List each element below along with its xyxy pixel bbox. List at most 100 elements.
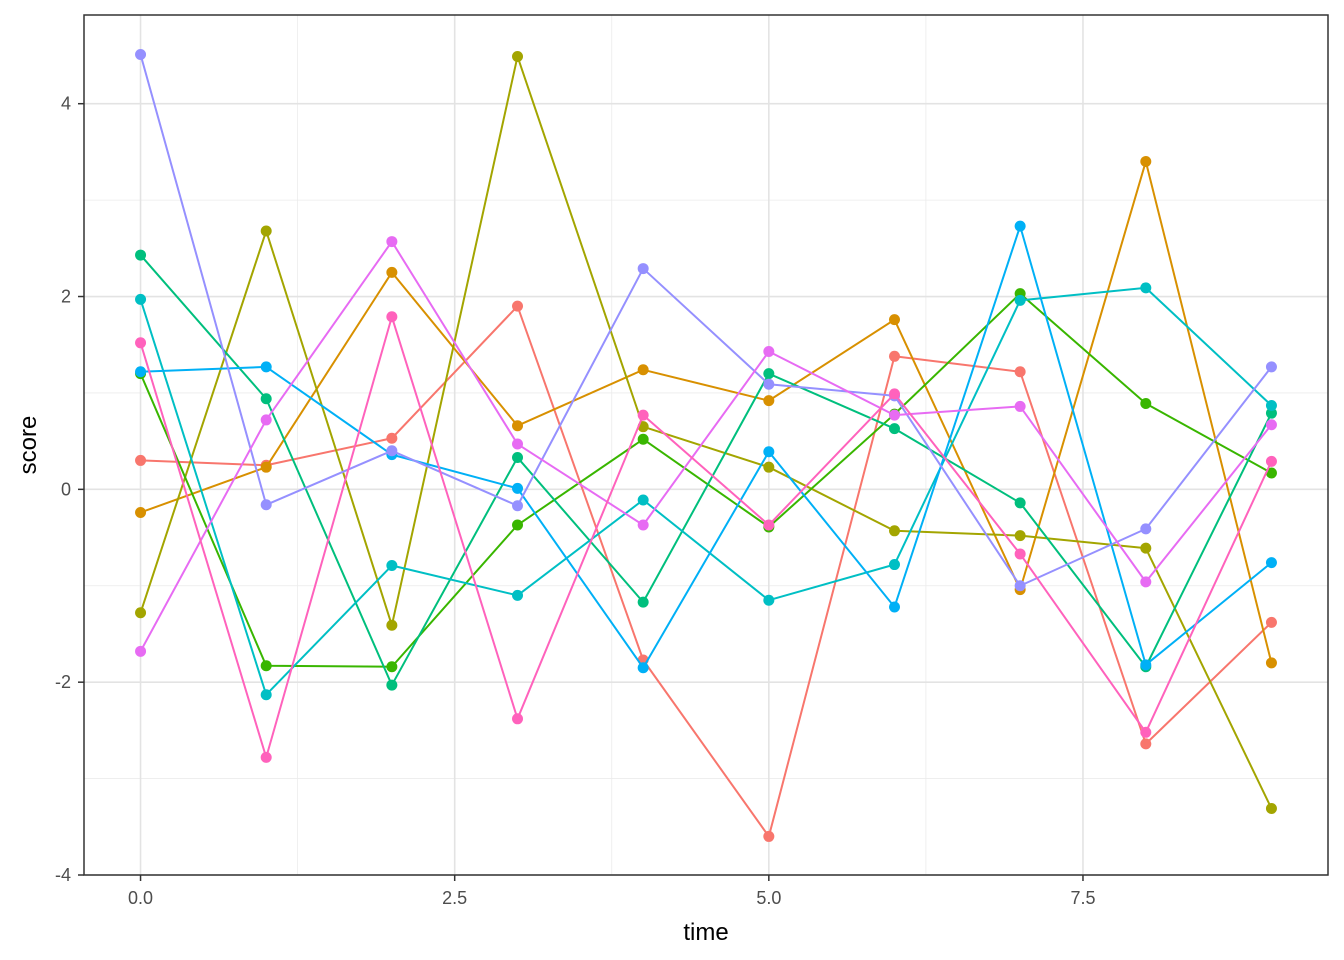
data-point: [1265, 399, 1277, 411]
y-tick-label: -4: [55, 865, 71, 885]
data-point: [1014, 220, 1026, 232]
data-point: [512, 713, 524, 725]
data-point: [1014, 400, 1026, 412]
series-2: [135, 156, 1277, 669]
data-point: [386, 236, 398, 248]
data-point: [1265, 616, 1277, 628]
series-3: [135, 50, 1277, 814]
series-10: [135, 311, 1277, 763]
data-point: [1265, 455, 1277, 467]
data-point: [260, 393, 272, 405]
data-point: [135, 337, 147, 349]
data-point: [1014, 580, 1026, 592]
series-line: [139, 254, 1273, 687]
series-line: [139, 54, 1273, 587]
data-point: [512, 452, 524, 464]
data-point: [1014, 294, 1026, 306]
data-point: [260, 660, 272, 672]
x-tick-label: 0.0: [128, 888, 153, 908]
series-line: [139, 240, 1273, 652]
series-layer: [135, 49, 1277, 842]
series-line: [140, 225, 1273, 669]
data-point: [512, 50, 524, 62]
y-tick-label: 0: [61, 479, 71, 499]
plot-border: [83, 14, 1329, 876]
data-point: [888, 314, 900, 326]
data-point: [135, 607, 147, 619]
x-axis: 0.0 2.5 5.0 7.5: [128, 875, 1095, 908]
data-point: [888, 388, 900, 400]
data-point: [135, 249, 147, 261]
data-point: [135, 506, 147, 518]
data-point: [1265, 657, 1277, 669]
series-line: [140, 160, 1273, 664]
data-point: [386, 679, 398, 691]
data-point: [888, 409, 900, 421]
data-point: [135, 366, 147, 378]
data-point: [1265, 802, 1277, 814]
data-point: [763, 378, 775, 390]
data-point: [1265, 557, 1277, 569]
data-point: [1014, 497, 1026, 509]
data-point: [1140, 282, 1152, 294]
data-point: [386, 311, 398, 323]
data-point: [135, 645, 147, 657]
y-tick-label: -2: [55, 672, 71, 692]
data-point: [637, 596, 649, 608]
data-point: [637, 433, 649, 445]
data-point: [888, 601, 900, 613]
data-point: [1140, 738, 1152, 750]
data-point: [763, 446, 775, 458]
data-point: [1265, 361, 1277, 373]
data-point: [512, 420, 524, 432]
data-point: [1014, 530, 1026, 542]
series-line: [139, 286, 1273, 696]
data-point: [763, 395, 775, 407]
x-tick-label: 5.0: [756, 888, 781, 908]
data-point: [763, 368, 775, 380]
data-point: [1265, 467, 1277, 479]
data-point: [763, 461, 775, 473]
data-point: [386, 661, 398, 673]
y-tick-label: 4: [61, 94, 71, 114]
data-point: [386, 432, 398, 444]
data-point: [512, 300, 524, 312]
data-point: [1140, 659, 1152, 671]
series-line: [139, 292, 1272, 668]
data-point: [512, 482, 524, 494]
data-point: [260, 461, 272, 473]
data-point: [637, 662, 649, 674]
data-point: [763, 345, 775, 357]
data-point: [1140, 576, 1152, 588]
data-point: [1265, 419, 1277, 431]
data-point: [260, 689, 272, 701]
data-point: [637, 409, 649, 421]
data-point: [135, 454, 147, 466]
data-point: [260, 361, 272, 373]
data-point: [637, 364, 649, 376]
data-point: [512, 500, 524, 512]
data-point: [1140, 726, 1152, 738]
series-7: [135, 220, 1277, 674]
series-line: [139, 315, 1273, 759]
data-point: [637, 519, 649, 531]
data-point: [512, 589, 524, 601]
data-point: [135, 49, 147, 61]
series-9: [135, 236, 1277, 657]
data-point: [637, 263, 649, 275]
data-point: [1140, 398, 1152, 410]
data-point: [763, 594, 775, 606]
data-point: [763, 519, 775, 531]
data-point: [888, 525, 900, 537]
y-axis-title: score: [15, 416, 42, 475]
data-point: [637, 494, 649, 506]
data-point: [512, 519, 524, 531]
data-point: [763, 830, 775, 842]
data-point: [260, 751, 272, 763]
data-point: [386, 619, 398, 631]
data-point: [386, 266, 398, 278]
x-axis-title: time: [683, 919, 728, 946]
data-point: [1014, 548, 1026, 560]
data-point: [1140, 156, 1152, 168]
